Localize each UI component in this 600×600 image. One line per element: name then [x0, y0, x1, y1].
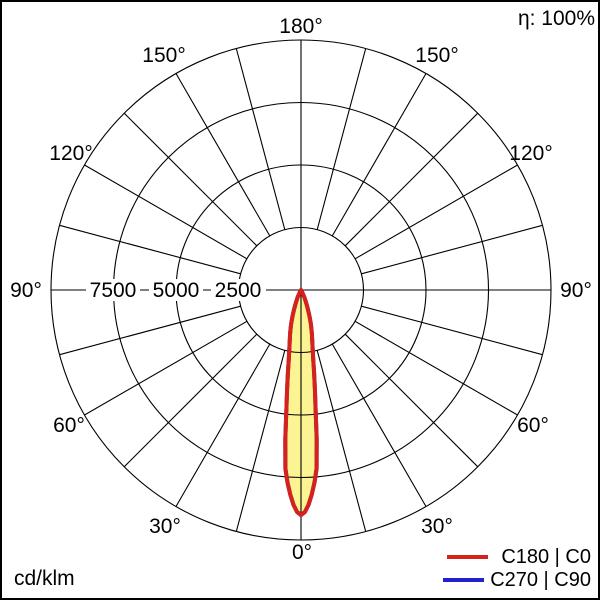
grid-spoke-255 [59, 305, 241, 356]
grid-spoke-345 [235, 48, 286, 230]
angle-label-0: 0° [292, 541, 312, 564]
radial-label-bg [86, 279, 140, 301]
grid-spoke-150 [331, 343, 427, 507]
angle-axis-labels: 180° 150° 150° 120° 120° 90° 90° 60° 60°… [10, 15, 592, 564]
grid-spoke-195 [235, 350, 286, 532]
radial-axis-labels: 7500 5000 2500 [86, 279, 266, 302]
angle-label-90-left: 90° [10, 279, 42, 302]
grid-spoke-330 [175, 73, 271, 237]
grid-spoke-105 [361, 305, 543, 356]
grid-spoke-210 [175, 343, 271, 507]
grid-spoke-30 [331, 73, 427, 237]
angle-label-150-right: 150° [415, 44, 458, 67]
polar-grid [50, 39, 552, 541]
radial-label-5000: 5000 [153, 279, 200, 302]
radial-label-bg [211, 279, 266, 301]
angle-label-180: 180° [279, 15, 322, 38]
unit-label: cd/klm [14, 567, 75, 590]
grid-spoke-45 [344, 112, 479, 247]
angle-label-60-right: 60° [517, 414, 549, 437]
angle-label-90-right: 90° [560, 279, 592, 302]
angle-label-120-right: 120° [509, 142, 552, 165]
legend: C180 | C0 C270 | C90 [443, 546, 591, 591]
grid-spoke-60 [354, 164, 518, 260]
grid-spoke-120 [354, 320, 518, 416]
radial-label-2500: 2500 [215, 279, 262, 302]
angle-label-60-left: 60° [53, 414, 85, 437]
grid-spoke-315 [123, 112, 258, 247]
angle-label-30-right: 30° [421, 515, 453, 538]
beam-curve-c180-c0 [283, 288, 319, 517]
grid-spoke-225 [123, 333, 258, 468]
grid-spoke-75 [361, 224, 543, 275]
angle-label-150-left: 150° [142, 44, 185, 67]
grid-spoke-135 [344, 333, 479, 468]
angle-label-120-left: 120° [49, 142, 92, 165]
grid-spoke-165 [316, 350, 367, 532]
legend-label-c270-c90: C270 | C90 [490, 569, 591, 591]
radial-label-7500: 7500 [90, 279, 137, 302]
grid-spoke-240 [84, 320, 248, 416]
grid-spoke-285 [59, 224, 241, 275]
efficiency-label: η: 100% [518, 7, 595, 30]
grid-spoke-300 [84, 164, 248, 260]
legend-label-c180-c0: C180 | C0 [501, 546, 591, 568]
grid-spoke-15 [316, 48, 367, 230]
radial-label-bg [149, 279, 203, 301]
angle-label-30-left: 30° [149, 515, 181, 538]
